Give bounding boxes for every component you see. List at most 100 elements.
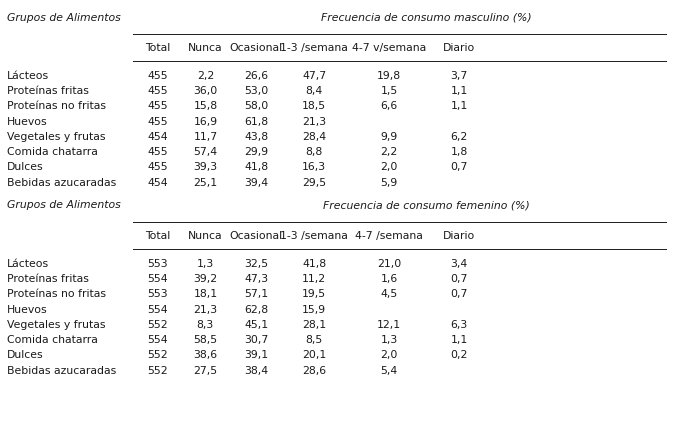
Text: 6,6: 6,6 <box>380 101 398 111</box>
Text: 553: 553 <box>148 289 168 298</box>
Text: 62,8: 62,8 <box>244 304 269 314</box>
Text: 552: 552 <box>148 350 168 359</box>
Text: Diario: Diario <box>443 43 475 53</box>
Text: Nunca: Nunca <box>188 230 222 240</box>
Text: Nunca: Nunca <box>188 43 222 53</box>
Text: Bebidas azucaradas: Bebidas azucaradas <box>7 365 116 375</box>
Text: 454: 454 <box>148 132 168 141</box>
Text: 1,8: 1,8 <box>450 147 468 157</box>
Text: 2,2: 2,2 <box>197 71 214 80</box>
Text: 455: 455 <box>148 147 168 157</box>
Text: 8,5: 8,5 <box>305 335 323 344</box>
Text: 45,1: 45,1 <box>244 319 269 329</box>
Text: 0,7: 0,7 <box>450 289 468 298</box>
Text: 29,9: 29,9 <box>244 147 269 157</box>
Text: 38,4: 38,4 <box>244 365 269 375</box>
Text: 20,1: 20,1 <box>302 350 326 359</box>
Text: 41,8: 41,8 <box>244 162 269 172</box>
Text: 554: 554 <box>148 304 168 314</box>
Text: Proteínas no fritas: Proteínas no fritas <box>7 289 106 298</box>
Text: 6,2: 6,2 <box>450 132 468 141</box>
Text: 4-7 v/semana: 4-7 v/semana <box>352 43 426 53</box>
Text: 2,0: 2,0 <box>380 350 398 359</box>
Text: Diario: Diario <box>443 230 475 240</box>
Text: 57,1: 57,1 <box>244 289 269 298</box>
Text: 26,6: 26,6 <box>244 71 269 80</box>
Text: 2,2: 2,2 <box>380 147 398 157</box>
Text: 553: 553 <box>148 258 168 268</box>
Text: 15,8: 15,8 <box>193 101 218 111</box>
Text: 1,3: 1,3 <box>380 335 398 344</box>
Text: 18,5: 18,5 <box>302 101 326 111</box>
Text: 32,5: 32,5 <box>244 258 269 268</box>
Text: 47,3: 47,3 <box>244 273 269 283</box>
Text: 29,5: 29,5 <box>302 177 326 187</box>
Text: Huevos: Huevos <box>7 116 48 126</box>
Text: 39,1: 39,1 <box>244 350 269 359</box>
Text: 8,8: 8,8 <box>305 147 323 157</box>
Text: 1,3: 1,3 <box>197 258 214 268</box>
Text: 57,4: 57,4 <box>193 147 218 157</box>
Text: 11,7: 11,7 <box>193 132 218 141</box>
Text: 38,6: 38,6 <box>193 350 218 359</box>
Text: Vegetales y frutas: Vegetales y frutas <box>7 319 105 329</box>
Text: Ocasional: Ocasional <box>230 230 283 240</box>
Text: Comida chatarra: Comida chatarra <box>7 335 98 344</box>
Text: Grupos de Alimentos: Grupos de Alimentos <box>7 200 120 210</box>
Text: 1,5: 1,5 <box>380 86 398 96</box>
Text: 28,1: 28,1 <box>302 319 326 329</box>
Text: 3,4: 3,4 <box>450 258 468 268</box>
Text: 27,5: 27,5 <box>193 365 218 375</box>
Text: Lácteos: Lácteos <box>7 71 49 80</box>
Text: Ocasional: Ocasional <box>230 43 283 53</box>
Text: 4-7 /semana: 4-7 /semana <box>355 230 423 240</box>
Text: 554: 554 <box>148 335 168 344</box>
Text: 1-3 /semana: 1-3 /semana <box>280 43 348 53</box>
Text: Dulces: Dulces <box>7 350 44 359</box>
Text: 455: 455 <box>148 71 168 80</box>
Text: Proteínas fritas: Proteínas fritas <box>7 273 88 283</box>
Text: 455: 455 <box>148 116 168 126</box>
Text: 58,5: 58,5 <box>193 335 218 344</box>
Text: 61,8: 61,8 <box>244 116 269 126</box>
Text: 4,5: 4,5 <box>380 289 398 298</box>
Text: Comida chatarra: Comida chatarra <box>7 147 98 157</box>
Text: 1,1: 1,1 <box>450 101 468 111</box>
Text: 58,0: 58,0 <box>244 101 269 111</box>
Text: 19,8: 19,8 <box>377 71 401 80</box>
Text: Bebidas azucaradas: Bebidas azucaradas <box>7 177 116 187</box>
Text: 455: 455 <box>148 86 168 96</box>
Text: 30,7: 30,7 <box>244 335 269 344</box>
Text: 16,9: 16,9 <box>193 116 218 126</box>
Text: 43,8: 43,8 <box>244 132 269 141</box>
Text: 0,7: 0,7 <box>450 162 468 172</box>
Text: Proteínas no fritas: Proteínas no fritas <box>7 101 106 111</box>
Text: 455: 455 <box>148 162 168 172</box>
Text: 39,2: 39,2 <box>193 273 218 283</box>
Text: 1,1: 1,1 <box>450 86 468 96</box>
Text: 552: 552 <box>148 319 168 329</box>
Text: 0,2: 0,2 <box>450 350 468 359</box>
Text: 39,4: 39,4 <box>244 177 269 187</box>
Text: 552: 552 <box>148 365 168 375</box>
Text: 9,9: 9,9 <box>380 132 398 141</box>
Text: 15,9: 15,9 <box>302 304 326 314</box>
Text: 1,1: 1,1 <box>450 335 468 344</box>
Text: Frecuencia de consumo femenino (%): Frecuencia de consumo femenino (%) <box>323 200 530 210</box>
Text: 8,4: 8,4 <box>305 86 323 96</box>
Text: 36,0: 36,0 <box>193 86 218 96</box>
Text: 3,7: 3,7 <box>450 71 468 80</box>
Text: Frecuencia de consumo masculino (%): Frecuencia de consumo masculino (%) <box>322 13 532 23</box>
Text: 6,3: 6,3 <box>450 319 468 329</box>
Text: 454: 454 <box>148 177 168 187</box>
Text: 19,5: 19,5 <box>302 289 326 298</box>
Text: 21,3: 21,3 <box>302 116 326 126</box>
Text: 39,3: 39,3 <box>193 162 218 172</box>
Text: 21,3: 21,3 <box>193 304 218 314</box>
Text: 8,3: 8,3 <box>197 319 214 329</box>
Text: 455: 455 <box>148 101 168 111</box>
Text: 18,1: 18,1 <box>193 289 218 298</box>
Text: Lácteos: Lácteos <box>7 258 49 268</box>
Text: 5,4: 5,4 <box>380 365 398 375</box>
Text: 28,4: 28,4 <box>302 132 326 141</box>
